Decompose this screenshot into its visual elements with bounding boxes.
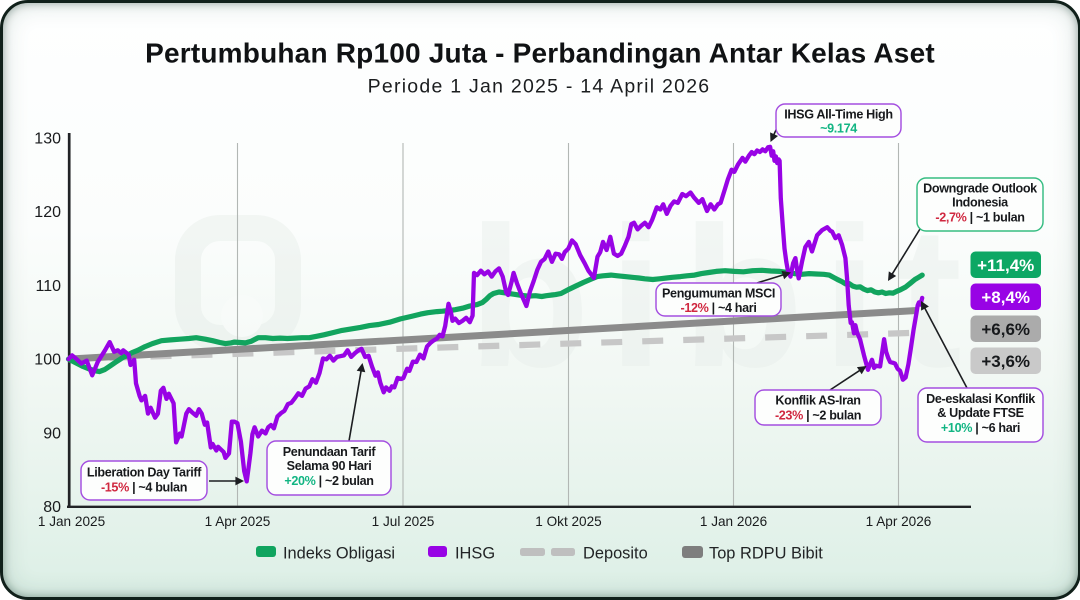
svg-text:120: 120	[34, 204, 61, 221]
svg-text:1 Jul 2025: 1 Jul 2025	[372, 514, 435, 529]
svg-text:Downgrade Outlook: Downgrade Outlook	[923, 182, 1038, 196]
svg-text:-2,7% | ~1 bulan: -2,7% | ~1 bulan	[935, 211, 1024, 225]
svg-text:De-eskalasi Konflik: De-eskalasi Konflik	[926, 392, 1036, 406]
svg-text:IHSG: IHSG	[455, 545, 495, 563]
svg-text:1 Jan 2026: 1 Jan 2026	[700, 514, 767, 529]
svg-text:100: 100	[34, 352, 61, 369]
svg-text:1 Okt 2025: 1 Okt 2025	[535, 514, 602, 529]
svg-text:Deposito: Deposito	[583, 545, 648, 563]
svg-text:+6,6%: +6,6%	[981, 320, 1030, 339]
svg-text:90: 90	[43, 425, 61, 442]
svg-text:IHSG All-Time High: IHSG All-Time High	[784, 108, 892, 122]
svg-text:~9.174: ~9.174	[820, 122, 857, 136]
svg-text:+11,4%: +11,4%	[977, 256, 1034, 275]
svg-text:-23% | ~2 bulan: -23% | ~2 bulan	[775, 409, 861, 423]
svg-text:1 Apr 2026: 1 Apr 2026	[866, 514, 932, 529]
svg-text:-12% | ~4 hari: -12% | ~4 hari	[681, 301, 757, 315]
svg-text:80: 80	[43, 499, 61, 516]
svg-text:+8,4%: +8,4%	[981, 288, 1030, 307]
svg-text:Pengumuman MSCI: Pengumuman MSCI	[662, 287, 775, 301]
svg-text:Indonesia: Indonesia	[952, 196, 1009, 210]
svg-text:Liberation Day Tariff: Liberation Day Tariff	[87, 466, 202, 480]
svg-text:110: 110	[35, 278, 61, 295]
svg-text:Indeks Obligasi: Indeks Obligasi	[283, 545, 395, 563]
svg-text:+3,6%: +3,6%	[981, 352, 1030, 371]
svg-text:Pertumbuhan Rp100 Juta - Perba: Pertumbuhan Rp100 Juta - Perbandingan An…	[145, 38, 935, 69]
svg-text:& Update FTSE: & Update FTSE	[937, 406, 1023, 420]
svg-text:Top RDPU Bibit: Top RDPU Bibit	[709, 545, 823, 563]
svg-text:-15% | ~4 bulan: -15% | ~4 bulan	[101, 481, 187, 495]
svg-text:+20% | ~2 bulan: +20% | ~2 bulan	[284, 474, 373, 488]
svg-text:1 Jan 2025: 1 Jan 2025	[38, 514, 105, 529]
svg-text:Selama 90 Hari: Selama 90 Hari	[287, 459, 372, 473]
svg-text:1 Apr 2025: 1 Apr 2025	[205, 514, 271, 529]
svg-text:Periode 1 Jan 2025 - 14 April: Periode 1 Jan 2025 - 14 April 2026	[368, 76, 711, 98]
svg-text:Konflik AS-Iran: Konflik AS-Iran	[775, 394, 860, 408]
svg-text:+10% | ~6 hari: +10% | ~6 hari	[941, 421, 1020, 435]
svg-text:130: 130	[34, 131, 61, 148]
svg-text:Penundaan Tarif: Penundaan Tarif	[283, 445, 377, 459]
